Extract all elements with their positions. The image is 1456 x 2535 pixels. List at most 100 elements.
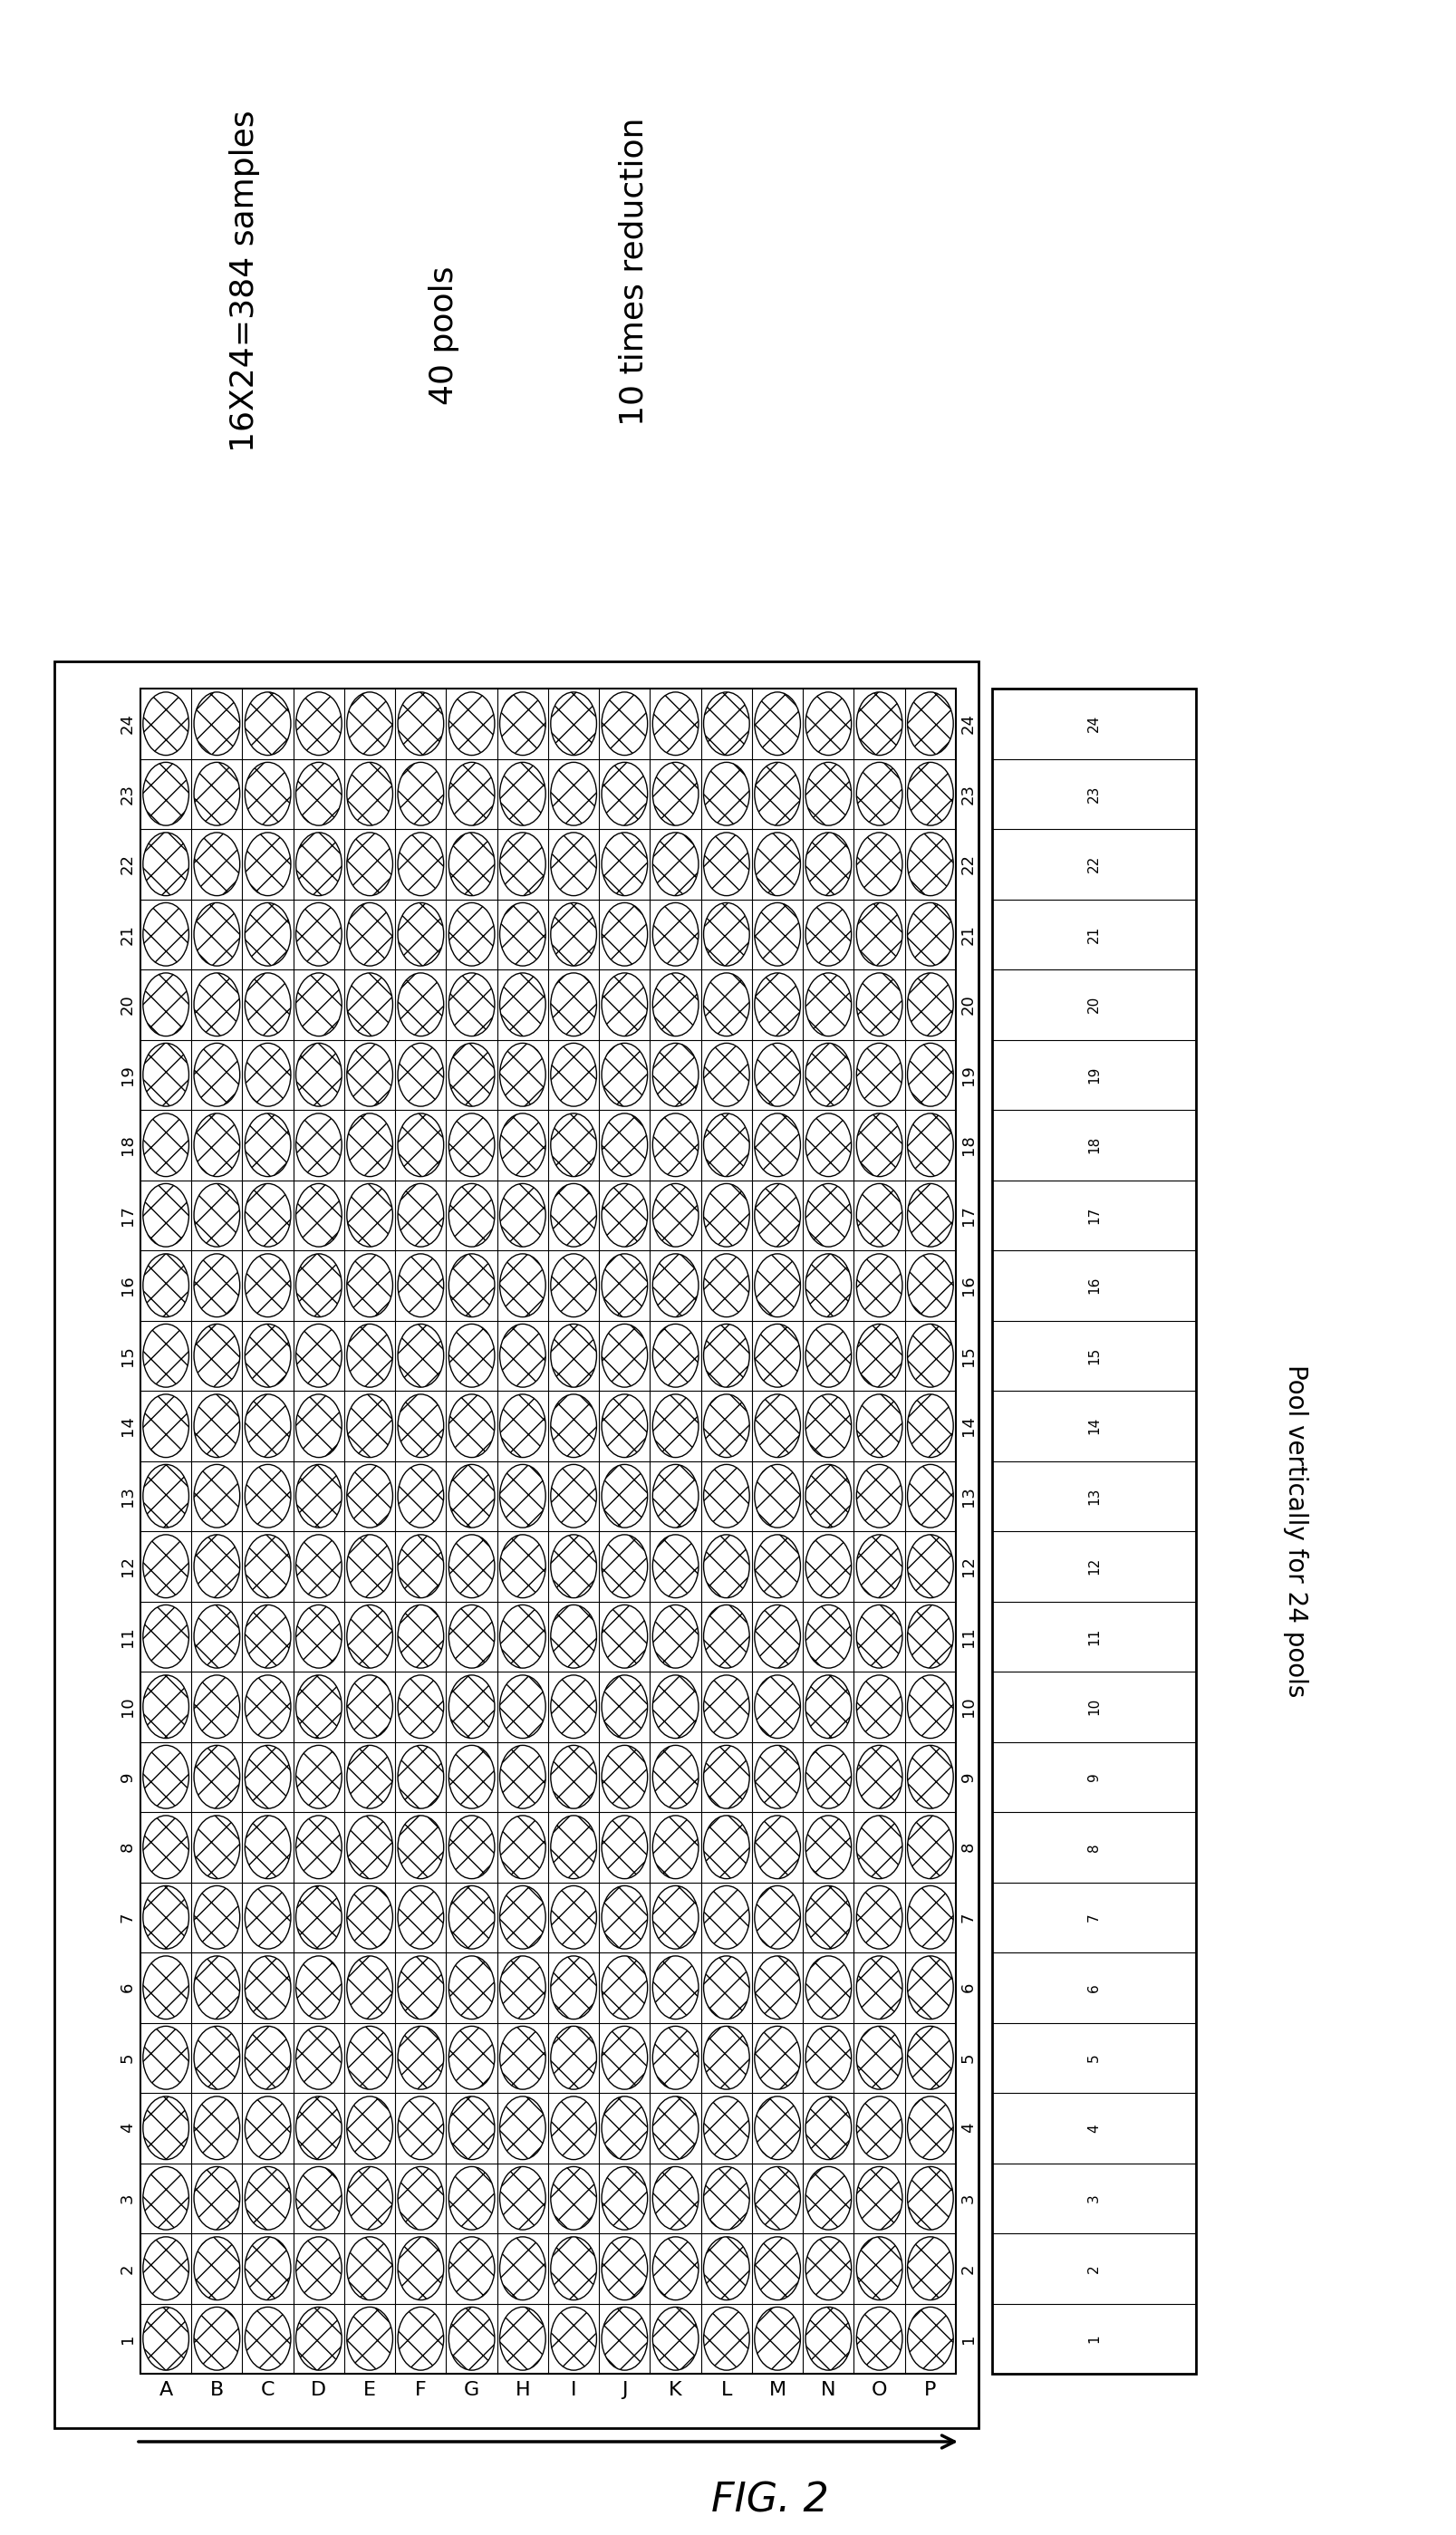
Text: 3: 3: [119, 2193, 135, 2203]
Ellipse shape: [754, 2096, 799, 2160]
Ellipse shape: [448, 1534, 495, 1597]
Ellipse shape: [601, 1394, 646, 1458]
Ellipse shape: [907, 2167, 952, 2231]
Ellipse shape: [296, 1323, 342, 1387]
Ellipse shape: [856, 831, 901, 895]
Ellipse shape: [805, 2236, 850, 2299]
Ellipse shape: [703, 1184, 748, 1247]
Ellipse shape: [448, 1184, 495, 1247]
Ellipse shape: [499, 2167, 545, 2231]
Ellipse shape: [601, 1255, 646, 1318]
Ellipse shape: [397, 1465, 444, 1529]
Text: 15: 15: [1086, 1346, 1101, 1364]
Ellipse shape: [703, 1886, 748, 1949]
Text: A: A: [159, 2380, 173, 2398]
Ellipse shape: [194, 2025, 240, 2089]
Ellipse shape: [143, 692, 189, 755]
Ellipse shape: [499, 1815, 545, 1878]
Ellipse shape: [499, 973, 545, 1037]
Text: 11: 11: [1086, 1627, 1101, 1645]
Ellipse shape: [143, 2307, 189, 2370]
Ellipse shape: [856, 1815, 901, 1878]
Ellipse shape: [296, 1042, 342, 1105]
Ellipse shape: [805, 1957, 850, 2020]
Ellipse shape: [703, 1534, 748, 1597]
Ellipse shape: [143, 2236, 189, 2299]
Ellipse shape: [601, 831, 646, 895]
Ellipse shape: [907, 1394, 952, 1458]
Text: 23: 23: [119, 783, 135, 804]
Ellipse shape: [856, 1113, 901, 1176]
Ellipse shape: [296, 973, 342, 1037]
Ellipse shape: [347, 2025, 393, 2089]
Ellipse shape: [245, 1957, 291, 2020]
Text: 12: 12: [1086, 1556, 1101, 1574]
Ellipse shape: [194, 1957, 240, 2020]
Ellipse shape: [856, 1534, 901, 1597]
Ellipse shape: [652, 1465, 697, 1529]
Ellipse shape: [754, 1323, 799, 1387]
Ellipse shape: [703, 692, 748, 755]
Ellipse shape: [397, 1042, 444, 1105]
Text: Pool vertically for 24 pools: Pool vertically for 24 pools: [1283, 1364, 1307, 1698]
Ellipse shape: [550, 1255, 596, 1318]
Ellipse shape: [448, 1744, 495, 1807]
Ellipse shape: [601, 692, 646, 755]
Ellipse shape: [907, 1534, 952, 1597]
Text: 13: 13: [960, 1486, 976, 1506]
Ellipse shape: [754, 1744, 799, 1807]
Ellipse shape: [550, 2096, 596, 2160]
Ellipse shape: [805, 1255, 850, 1318]
Ellipse shape: [499, 1042, 545, 1105]
FancyBboxPatch shape: [140, 690, 955, 2373]
Ellipse shape: [856, 1744, 901, 1807]
Ellipse shape: [143, 902, 189, 966]
Text: 7: 7: [1086, 1914, 1101, 1922]
Ellipse shape: [397, 831, 444, 895]
Ellipse shape: [397, 2096, 444, 2160]
Ellipse shape: [448, 902, 495, 966]
Ellipse shape: [856, 2167, 901, 2231]
Ellipse shape: [499, 1184, 545, 1247]
Ellipse shape: [245, 692, 291, 755]
Text: 15: 15: [960, 1346, 976, 1366]
Ellipse shape: [296, 1815, 342, 1878]
Ellipse shape: [805, 1323, 850, 1387]
Ellipse shape: [907, 1465, 952, 1529]
Ellipse shape: [703, 902, 748, 966]
Ellipse shape: [805, 2025, 850, 2089]
Ellipse shape: [907, 1676, 952, 1739]
Ellipse shape: [601, 1113, 646, 1176]
Ellipse shape: [652, 1113, 697, 1176]
Ellipse shape: [194, 2236, 240, 2299]
Ellipse shape: [754, 973, 799, 1037]
Ellipse shape: [805, 692, 850, 755]
Ellipse shape: [194, 1394, 240, 1458]
Ellipse shape: [550, 1676, 596, 1739]
Ellipse shape: [805, 2307, 850, 2370]
Ellipse shape: [499, 1255, 545, 1318]
Text: 9: 9: [960, 1772, 976, 1782]
Ellipse shape: [245, 1534, 291, 1597]
Ellipse shape: [754, 763, 799, 826]
Text: 13: 13: [119, 1486, 135, 1506]
Text: 16: 16: [960, 1275, 976, 1295]
Ellipse shape: [143, 2096, 189, 2160]
Ellipse shape: [907, 1605, 952, 1668]
Ellipse shape: [856, 2096, 901, 2160]
Ellipse shape: [652, 1184, 697, 1247]
Ellipse shape: [397, 1113, 444, 1176]
Ellipse shape: [703, 1465, 748, 1529]
Ellipse shape: [652, 902, 697, 966]
Ellipse shape: [347, 1465, 393, 1529]
Text: 20: 20: [1086, 996, 1101, 1014]
Text: K: K: [668, 2380, 681, 2398]
Ellipse shape: [703, 1323, 748, 1387]
Ellipse shape: [907, 2236, 952, 2299]
Ellipse shape: [652, 1394, 697, 1458]
Ellipse shape: [703, 1113, 748, 1176]
Ellipse shape: [245, 1465, 291, 1529]
Text: 17: 17: [1086, 1207, 1101, 1224]
Ellipse shape: [143, 1323, 189, 1387]
Text: 24: 24: [119, 712, 135, 735]
